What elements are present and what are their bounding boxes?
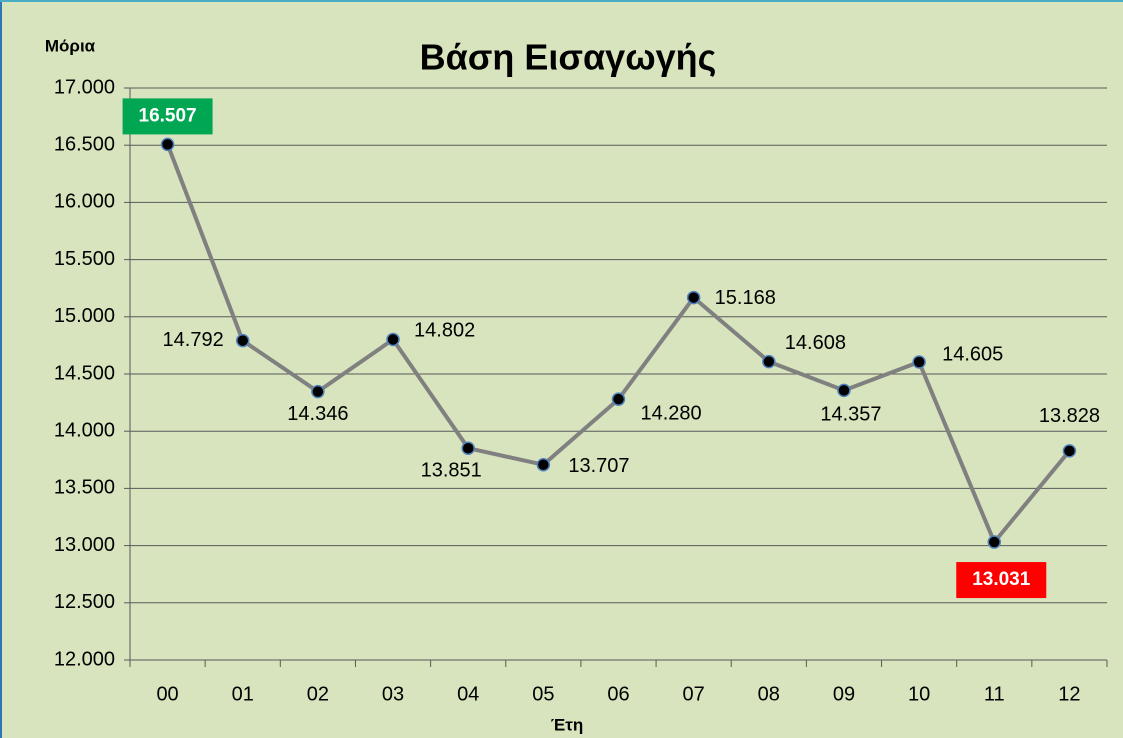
marker xyxy=(160,137,175,152)
data-label: 14.357 xyxy=(820,404,881,426)
data-label: 14.280 xyxy=(641,402,702,424)
x-tick-label: 07 xyxy=(683,683,705,705)
x-tick-label: 09 xyxy=(833,683,855,705)
data-label: 13.707 xyxy=(568,455,629,477)
data-label: 14.608 xyxy=(785,332,846,354)
marker xyxy=(311,384,325,399)
x-tick-label: 11 xyxy=(984,683,1005,705)
data-label: 14.605 xyxy=(942,343,1003,365)
x-axis-label: Έτη xyxy=(551,715,583,734)
y-tick-label: 13.000 xyxy=(54,534,115,556)
data-label: 14.346 xyxy=(287,403,348,425)
y-tick-label: 14.500 xyxy=(54,362,115,384)
x-tick-label: 05 xyxy=(532,683,554,705)
y-tick-label: 13.500 xyxy=(54,477,115,499)
marker xyxy=(1062,444,1077,458)
x-tick-label: 00 xyxy=(156,683,178,705)
x-tick-label: 10 xyxy=(908,683,930,705)
marker xyxy=(235,333,250,348)
y-tick-label: 15.500 xyxy=(54,248,115,270)
marker xyxy=(837,383,851,398)
x-tick-label: 03 xyxy=(382,683,404,705)
y-tick-label: 16.000 xyxy=(54,191,115,213)
marker xyxy=(611,392,626,406)
x-tick-label: 04 xyxy=(457,683,479,705)
x-tick-label: 12 xyxy=(1058,683,1080,705)
data-label: 13.828 xyxy=(1039,405,1100,427)
data-label: 13.031 xyxy=(972,569,1031,590)
y-tick-label: 12.500 xyxy=(54,591,115,613)
marker xyxy=(386,332,400,347)
x-tick-label: 01 xyxy=(232,683,254,705)
y-tick-label: 14.000 xyxy=(54,419,115,441)
marker xyxy=(461,441,475,455)
y-tick-label: 15.000 xyxy=(54,305,115,327)
marker xyxy=(686,290,701,305)
data-label: 14.802 xyxy=(414,320,475,342)
chart-title: Βάση Εισαγωγής xyxy=(420,37,717,78)
label-box xyxy=(956,562,1047,599)
data-label: 13.851 xyxy=(421,460,482,482)
x-tick-label: 02 xyxy=(307,683,329,705)
x-tick-label: 06 xyxy=(607,683,629,705)
marker xyxy=(536,457,551,472)
data-label: 15.168 xyxy=(715,287,776,309)
y-tick-label: 17.000 xyxy=(54,76,115,98)
y-tick-label: 12.000 xyxy=(54,648,115,670)
marker xyxy=(762,354,776,369)
y-axis-label: Μόρια xyxy=(45,36,96,55)
data-label: 16.507 xyxy=(139,105,197,126)
label-box xyxy=(122,98,213,135)
data-label: 14.792 xyxy=(163,329,224,351)
y-tick-label: 16.500 xyxy=(54,133,115,155)
marker xyxy=(912,355,926,369)
marker xyxy=(987,535,1002,549)
x-tick-label: 08 xyxy=(758,683,780,705)
